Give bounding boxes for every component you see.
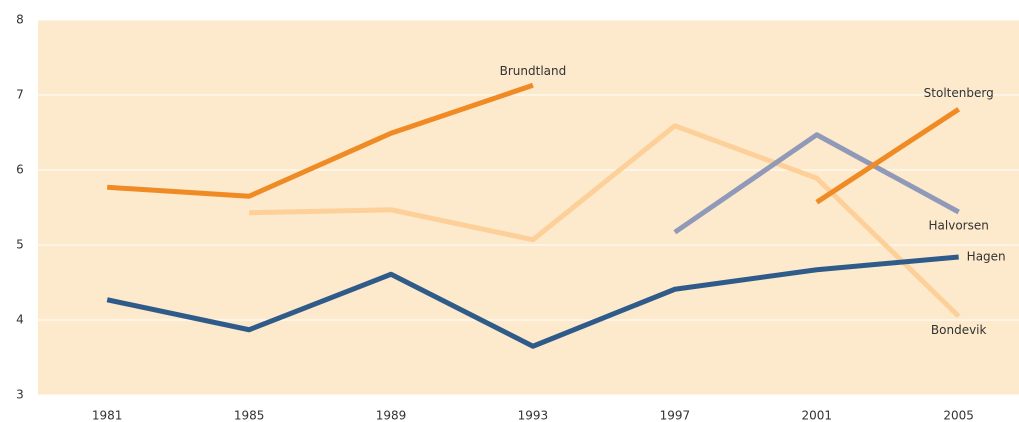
x-tick-label: 1981	[92, 409, 123, 422]
y-tick-label: 8	[16, 13, 24, 27]
series-label: Halvorsen	[929, 219, 989, 233]
series-line	[106, 254, 959, 349]
x-tick-label: 2001	[801, 409, 832, 422]
y-tick-label: 3	[16, 388, 24, 402]
y-tick-label: 5	[16, 238, 24, 252]
x-tick-label: 1985	[234, 409, 265, 422]
series-line	[815, 107, 961, 205]
series-label: Hagen	[967, 250, 1006, 264]
series-label: Bondevik	[931, 323, 987, 337]
y-tick-label: 4	[16, 313, 24, 327]
plot-area	[38, 20, 1019, 395]
x-tick-label: 2005	[943, 409, 974, 422]
y-tick-label: 7	[16, 88, 24, 102]
series-label: Brundtland	[500, 64, 567, 78]
x-tick-label: 1989	[376, 409, 407, 422]
series-label: Stoltenberg	[924, 86, 994, 100]
x-tick-label: 1997	[660, 409, 691, 422]
y-tick-label: 6	[16, 163, 24, 177]
x-tick-label: 1993	[518, 409, 549, 422]
series-line	[249, 123, 961, 319]
series-line	[107, 82, 534, 199]
series-line	[673, 132, 960, 235]
